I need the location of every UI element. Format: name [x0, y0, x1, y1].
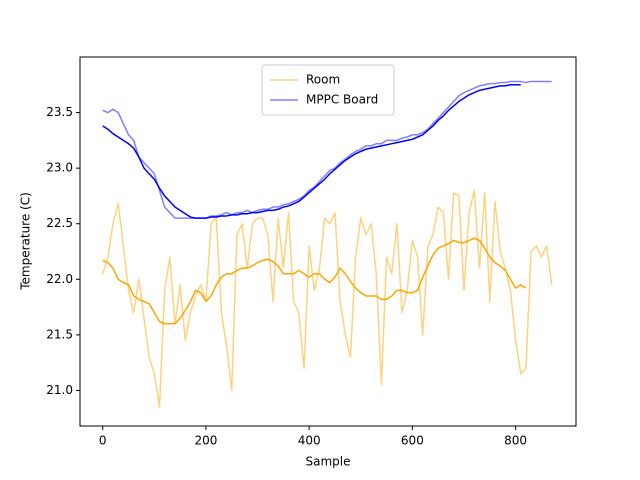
y-tick-label: 23.5	[46, 105, 73, 119]
legend-box	[261, 64, 395, 116]
x-tick-label: 800	[504, 434, 527, 448]
y-tick-label: 22.0	[46, 272, 73, 286]
series-line	[101, 189, 553, 408]
legend-label: Room	[306, 73, 340, 87]
x-tick-label: 0	[99, 434, 107, 448]
plot-frame	[79, 56, 577, 427]
series-line	[102, 84, 521, 219]
x-tick-label: 600	[401, 434, 424, 448]
x-axis-label: Sample	[306, 455, 351, 469]
series-line	[102, 80, 552, 219]
y-tick-label: 22.5	[46, 216, 73, 230]
x-tick-label: 400	[298, 434, 321, 448]
y-tick-label: 23.0	[46, 161, 73, 175]
y-tick-label: 21.5	[46, 327, 73, 341]
legend-label: MPPC Board	[306, 93, 378, 107]
x-tick-label: 200	[194, 434, 217, 448]
y-axis-label: Temperature (C)	[19, 192, 33, 291]
y-tick-label: 21.0	[46, 383, 73, 397]
series-line	[102, 237, 527, 325]
